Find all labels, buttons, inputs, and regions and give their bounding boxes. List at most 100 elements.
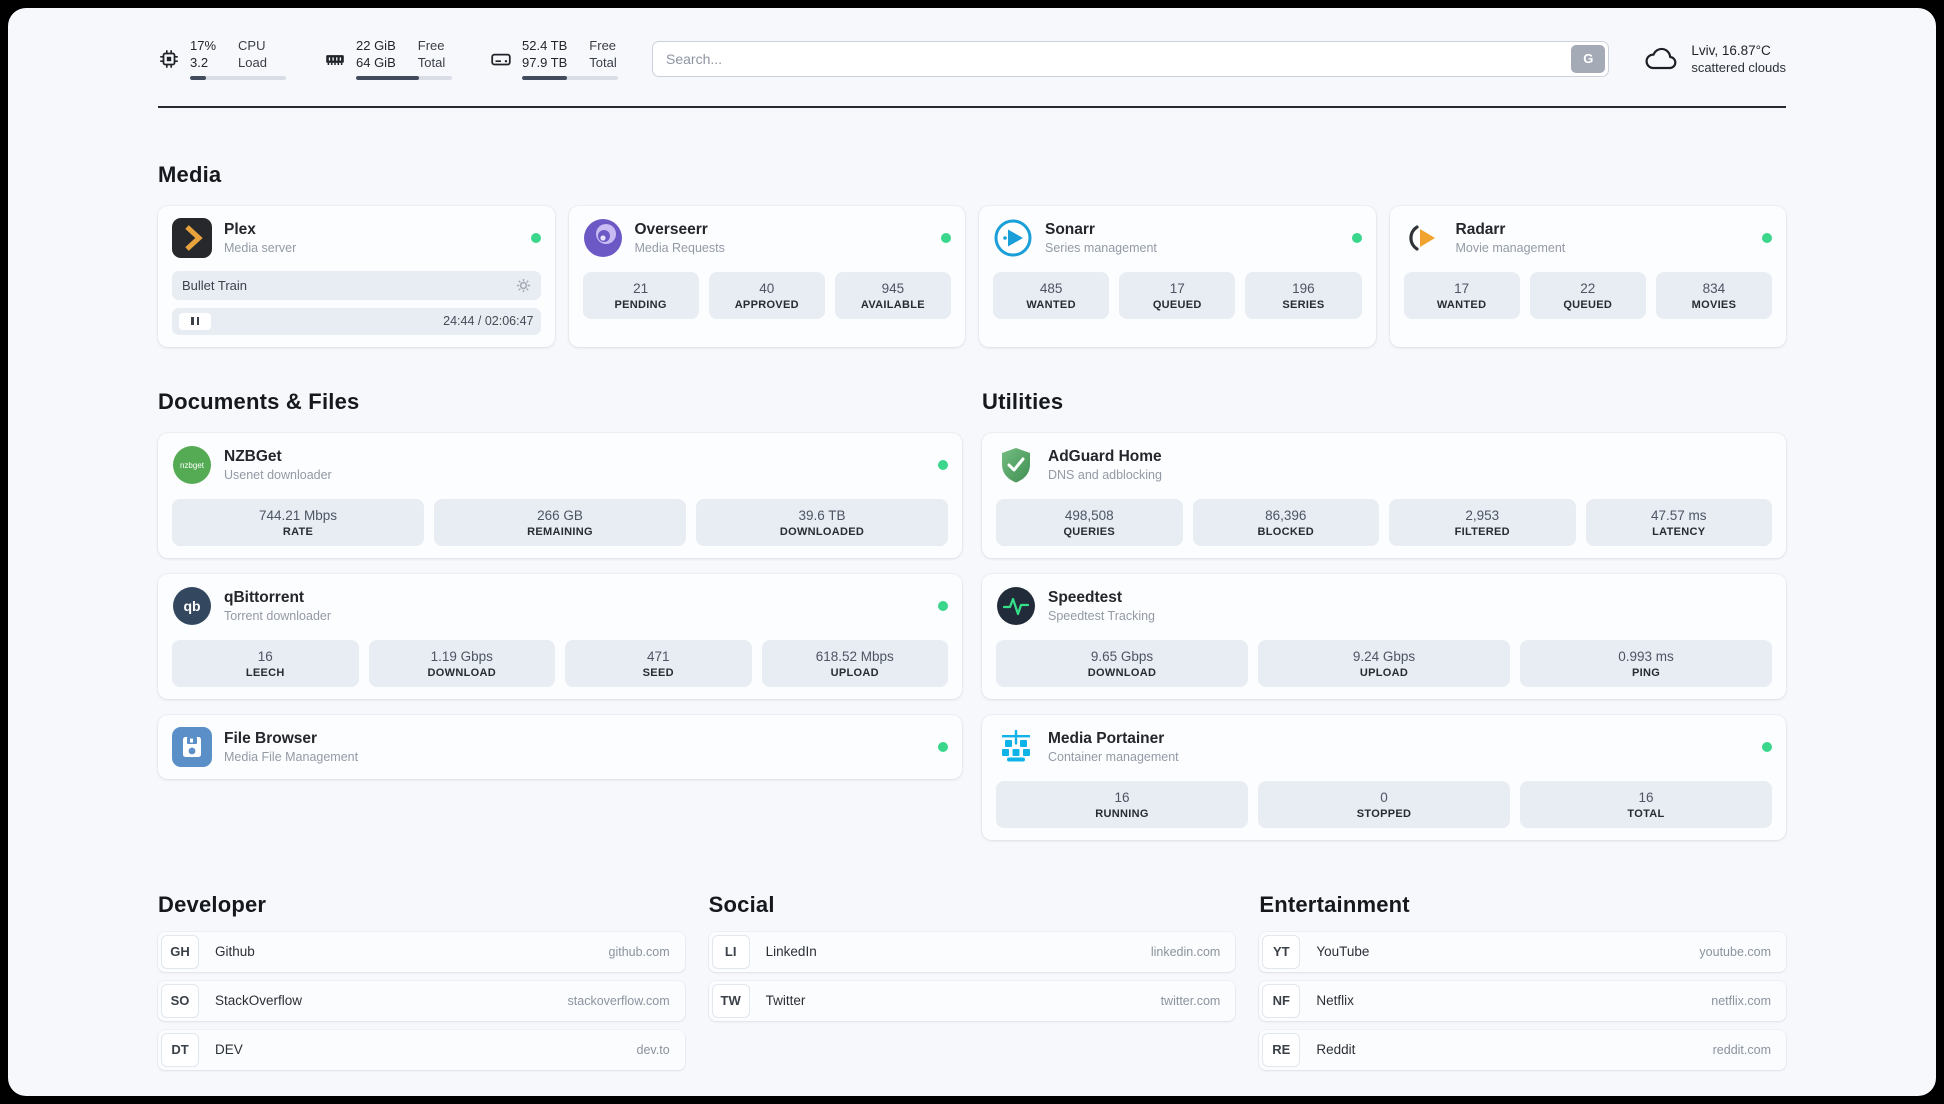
stat-value: 17 — [1454, 280, 1470, 296]
sonarr-status-dot — [1351, 232, 1362, 243]
qbittorrent-app-link[interactable]: qb qBittorrent Torrent downloader — [172, 586, 948, 626]
stat-label: QUEUED — [1152, 298, 1202, 311]
stat-value: 0.993 ms — [1618, 648, 1674, 664]
plex-name: Plex — [224, 220, 256, 238]
bookmark-url: github.com — [608, 944, 670, 959]
settings-gear-icon[interactable] — [516, 278, 531, 293]
radarr-subtitle: Movie management — [1455, 240, 1566, 255]
search-input[interactable] — [656, 50, 1572, 67]
cpu-label-1: CPU — [238, 38, 266, 53]
weather-location-temp: Lviv, 16.87°C — [1691, 42, 1771, 58]
portainer-icon — [996, 727, 1036, 767]
bookmark-abbr: DT — [161, 1032, 199, 1067]
stat-box: 744.21 Mbps RATE — [172, 498, 424, 546]
stat-label: QUEUED — [1563, 298, 1613, 311]
portainer-name: Media Portainer — [1048, 729, 1165, 747]
stat-value: 39.6 TB — [798, 507, 846, 523]
speedtest-subtitle: Speedtest Tracking — [1048, 608, 1156, 623]
stat-label: LEECH — [245, 666, 285, 679]
stat-label: LATENCY — [1652, 525, 1706, 538]
qbittorrent-subtitle: Torrent downloader — [224, 608, 332, 623]
overseerr-name: Overseerr — [634, 220, 708, 238]
speedtest-app-link[interactable]: Speedtest Speedtest Tracking — [996, 586, 1772, 626]
bookmark-github[interactable]: GH Github github.com — [158, 931, 685, 972]
bookmark-netflix[interactable]: NF Netflix netflix.com — [1259, 980, 1786, 1021]
bookmark-abbr: GH — [161, 934, 199, 969]
nzbget-app-link[interactable]: nzbget NZBGet Usenet downloader — [172, 445, 948, 485]
filebrowser-subtitle: Media File Management — [224, 749, 359, 764]
stat-label: UPLOAD — [1359, 666, 1409, 679]
stat-value: 9.65 Gbps — [1090, 648, 1154, 664]
stat-label: SEED — [642, 666, 674, 679]
section-social: Social LI LinkedIn linkedin.com TW Twitt… — [708, 892, 1236, 1070]
section-title-developer: Developer — [158, 891, 267, 917]
stat-value: 485 — [1039, 280, 1063, 296]
section-title-utilities: Utilities — [982, 388, 1064, 414]
card-nzbget: nzbget NZBGet Usenet downloader 744.21 M… — [158, 432, 962, 558]
bookmark-abbr: LI — [711, 934, 750, 969]
card-adguard: AdGuard Home DNS and adblocking 498,508 … — [982, 432, 1786, 558]
section-documents: Documents & Files nzbget NZBGet Usenet d… — [158, 389, 962, 840]
stat-value: 1.19 Gbps — [430, 648, 493, 664]
svg-text:nzbget: nzbget — [180, 461, 205, 470]
stat-box: 0 STOPPED — [1258, 780, 1510, 828]
radarr-icon — [1404, 218, 1444, 258]
cpu-progress-track — [190, 75, 286, 80]
stat-box: 196 SERIES — [1245, 271, 1362, 319]
radarr-app-link[interactable]: Radarr Movie management — [1404, 218, 1772, 258]
weather-condition: scattered clouds — [1691, 59, 1786, 75]
section-media: Media Plex Media server Bullet Train — [158, 162, 1786, 347]
topbar-divider — [158, 105, 1786, 108]
bookmark-twitter[interactable]: TW Twitter twitter.com — [708, 980, 1236, 1021]
bookmark-reddit[interactable]: RE Reddit reddit.com — [1259, 1029, 1786, 1070]
ram-label-2: Total — [417, 55, 446, 71]
stat-box: 2,953 FILTERED — [1389, 498, 1576, 546]
search-engine-button[interactable]: G — [1571, 44, 1606, 73]
stat-box: 39.6 TB DOWNLOADED — [696, 498, 948, 546]
portainer-app-link[interactable]: Media Portainer Container management — [996, 727, 1772, 767]
bookmark-stackoverflow[interactable]: SO StackOverflow stackoverflow.com — [158, 980, 685, 1021]
bookmark-youtube[interactable]: YT YouTube youtube.com — [1259, 931, 1786, 972]
plex-app-link[interactable]: Plex Media server — [172, 217, 541, 258]
bookmark-dev[interactable]: DT DEV dev.to — [158, 1029, 685, 1070]
stat-value: 196 — [1292, 280, 1315, 296]
nzbget-icon: nzbget — [172, 445, 212, 485]
search-bar: G — [652, 40, 1610, 77]
pause-button[interactable] — [179, 312, 211, 330]
portainer-status-dot — [1762, 741, 1772, 752]
bookmark-linkedin[interactable]: LI LinkedIn linkedin.com — [708, 931, 1236, 972]
speedtest-icon — [996, 586, 1036, 626]
bookmark-name: DEV — [215, 1042, 243, 1057]
stat-label: SERIES — [1282, 298, 1325, 311]
stat-label: RATE — [282, 525, 314, 538]
stat-label: PENDING — [614, 298, 667, 311]
filebrowser-app-link[interactable]: File Browser Media File Management — [172, 726, 948, 767]
stat-box: 9.65 Gbps DOWNLOAD — [996, 639, 1248, 687]
bookmark-name: YouTube — [1316, 944, 1370, 959]
stat-label: FILTERED — [1454, 525, 1510, 538]
stat-box: 9.24 Gbps UPLOAD — [1258, 639, 1510, 687]
system-widgets: 17% 3.2 CPU Load — [158, 38, 618, 80]
stat-label: DOWNLOAD — [427, 666, 496, 679]
stat-value: 498,508 — [1064, 507, 1114, 523]
overseerr-app-link[interactable]: Overseerr Media Requests — [583, 218, 951, 258]
cpu-label-2: Load — [238, 55, 267, 71]
cpu-progress-fill — [190, 75, 207, 80]
svg-text:qb: qb — [183, 598, 200, 614]
card-qbittorrent: qb qBittorrent Torrent downloader 16 LEE… — [158, 573, 962, 699]
stat-label: MOVIES — [1691, 298, 1737, 311]
sonarr-app-link[interactable]: Sonarr Series management — [993, 218, 1362, 258]
stat-value: 40 — [759, 280, 775, 296]
plex-playback-time: 24:44 / 02:06:47 — [443, 314, 534, 328]
disk-progress-fill — [522, 75, 568, 80]
stat-label: APPROVED — [734, 298, 799, 311]
stat-value: 16 — [1114, 789, 1130, 805]
stat-box: 17 WANTED — [1403, 271, 1520, 319]
disk-widget: 52.4 TB 97.9 TB Free Total — [490, 38, 618, 80]
stat-box: 834 MOVIES — [1655, 271, 1773, 319]
bookmark-url: linkedin.com — [1150, 944, 1221, 959]
filebrowser-status-dot — [938, 741, 948, 752]
stat-value: 22 — [1580, 280, 1596, 296]
adguard-app-link[interactable]: AdGuard Home DNS and adblocking — [996, 445, 1772, 485]
stat-label: WANTED — [1026, 298, 1076, 311]
